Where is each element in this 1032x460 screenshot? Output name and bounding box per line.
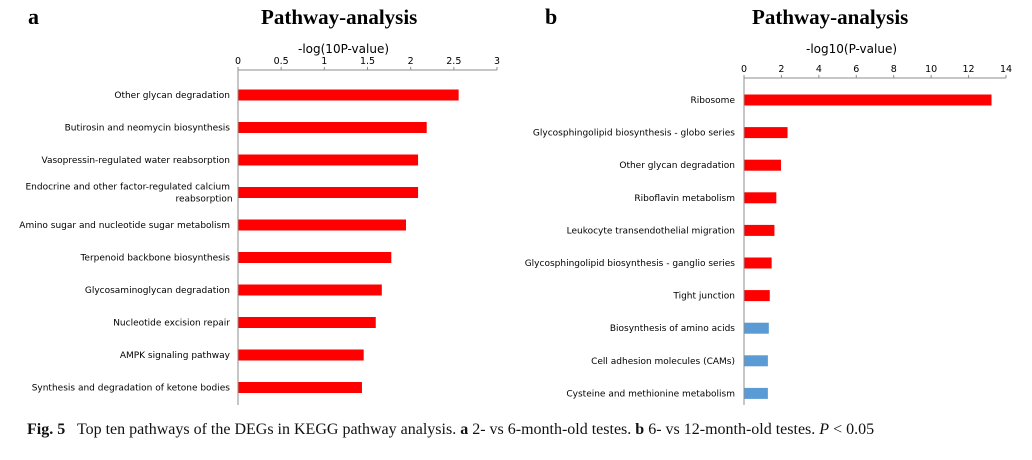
panel-a-axis-title: -log(10P-value) bbox=[298, 42, 390, 56]
panel-a-letter: a bbox=[28, 4, 39, 29]
chart-a-tick-label: 2.5 bbox=[446, 56, 461, 67]
chart-b-bar bbox=[744, 322, 769, 334]
chart-a-category-label: Butirosin and neomycin biosynthesis bbox=[65, 124, 231, 134]
chart-b-bar bbox=[744, 159, 781, 171]
chart-b-category-label: Cell adhesion molecules (CAMs) bbox=[591, 357, 735, 367]
chart-b-tick-label: 6 bbox=[853, 64, 859, 75]
chart-a-tick-label: 2 bbox=[408, 56, 414, 67]
chart-b-tick-label: 0 bbox=[741, 64, 747, 75]
chart-a-tick-label: 0 bbox=[235, 56, 241, 67]
chart-a-category-label: Endocrine and other factor-regulated cal… bbox=[25, 183, 232, 205]
caption-b-label: b bbox=[635, 421, 645, 438]
chart-a-category-label: Glycosaminoglycan degradation bbox=[85, 286, 230, 296]
chart-b-category-label: Glycosphingolipid biosynthesis - ganglio… bbox=[525, 259, 736, 269]
chart-a-bar bbox=[238, 89, 459, 101]
chart-a-category-label: Terpenoid backbone biosynthesis bbox=[79, 254, 230, 264]
panel-b-axis-title: -log10(P-value) bbox=[806, 42, 898, 56]
chart-a-category-label: AMPK signaling pathway bbox=[120, 351, 231, 361]
caption-text-4: < 0.05 bbox=[833, 421, 875, 438]
chart-a-category-label: Synthesis and degradation of ketone bodi… bbox=[32, 384, 231, 394]
panel-b-title: Pathway-analysis bbox=[752, 5, 909, 29]
chart-b-category-label: Riboflavin metabolism bbox=[634, 194, 735, 204]
chart-b-category-label: Other glycan degradation bbox=[619, 161, 735, 171]
caption-a-label: a bbox=[460, 421, 469, 438]
chart-a-bar bbox=[238, 252, 392, 263]
chart-a-bar bbox=[238, 219, 406, 231]
chart-b-tick-label: 2 bbox=[778, 64, 784, 75]
figure-caption: Fig. 5 Top ten pathways of the DEGs in K… bbox=[27, 421, 874, 439]
chart-a-tick-label: 3 bbox=[494, 56, 500, 67]
chart-b-tick-label: 8 bbox=[891, 64, 897, 75]
chart-a-bar bbox=[238, 122, 427, 133]
caption-text-2: 2- vs 6-month-old testes. bbox=[472, 421, 632, 438]
chart-a-category-label: Vasopressin-regulated water reabsorption bbox=[42, 156, 230, 166]
panel-b-letter: b bbox=[545, 4, 558, 29]
chart-b-bar bbox=[744, 127, 788, 139]
chart-b-bar bbox=[744, 387, 768, 399]
chart-b-category-label: Biosynthesis of amino acids bbox=[610, 324, 735, 334]
chart-a-tick-label: 1.5 bbox=[360, 56, 375, 67]
caption-fig-label: Fig. 5 bbox=[27, 421, 66, 438]
chart-a-tick-label: 0.5 bbox=[274, 56, 289, 67]
chart-a-category-label: Amino sugar and nucleotide sugar metabol… bbox=[19, 221, 230, 231]
chart-b-category-label: Tight junction bbox=[672, 292, 735, 302]
chart-b-category-label: Leukocyte transendothelial migration bbox=[567, 226, 735, 236]
chart-a-bar bbox=[238, 187, 419, 198]
chart-b-tick-label: 14 bbox=[1000, 64, 1012, 75]
chart-b-tick-label: 4 bbox=[816, 64, 822, 75]
chart-a-tick-label: 1 bbox=[321, 56, 327, 67]
chart-b-category-label: Ribosome bbox=[691, 96, 736, 106]
caption-p-label: P bbox=[819, 421, 830, 438]
chart-b-tick-label: 10 bbox=[925, 64, 937, 75]
chart-b-bar bbox=[744, 192, 777, 204]
panel-a-title: Pathway-analysis bbox=[261, 5, 418, 29]
chart-a-bar bbox=[238, 284, 382, 296]
chart-a-category-label: Nucleotide excision repair bbox=[113, 319, 230, 329]
chart-b-bar bbox=[744, 355, 768, 367]
caption-text-1: Top ten pathways of the DEGs in KEGG pat… bbox=[76, 421, 457, 438]
chart-a-bar bbox=[238, 317, 376, 328]
chart-a-bar bbox=[238, 382, 362, 393]
chart-b-category-label: Cysteine and methionine metabolism bbox=[566, 389, 735, 399]
caption-text-3: 6- vs 12-month-old testes. bbox=[648, 421, 816, 438]
chart-b-bar bbox=[744, 290, 770, 302]
chart-a-bar bbox=[238, 154, 419, 166]
chart-b-bar bbox=[744, 224, 775, 236]
chart-b-tick-label: 12 bbox=[963, 64, 975, 75]
chart-b-bar bbox=[744, 94, 992, 106]
chart-b-category-label: Glycosphingolipid biosynthesis - globo s… bbox=[533, 129, 735, 139]
chart-a-bar bbox=[238, 349, 364, 361]
chart-b-bar bbox=[744, 257, 772, 269]
chart-a-category-label: Other glycan degradation bbox=[114, 91, 230, 101]
